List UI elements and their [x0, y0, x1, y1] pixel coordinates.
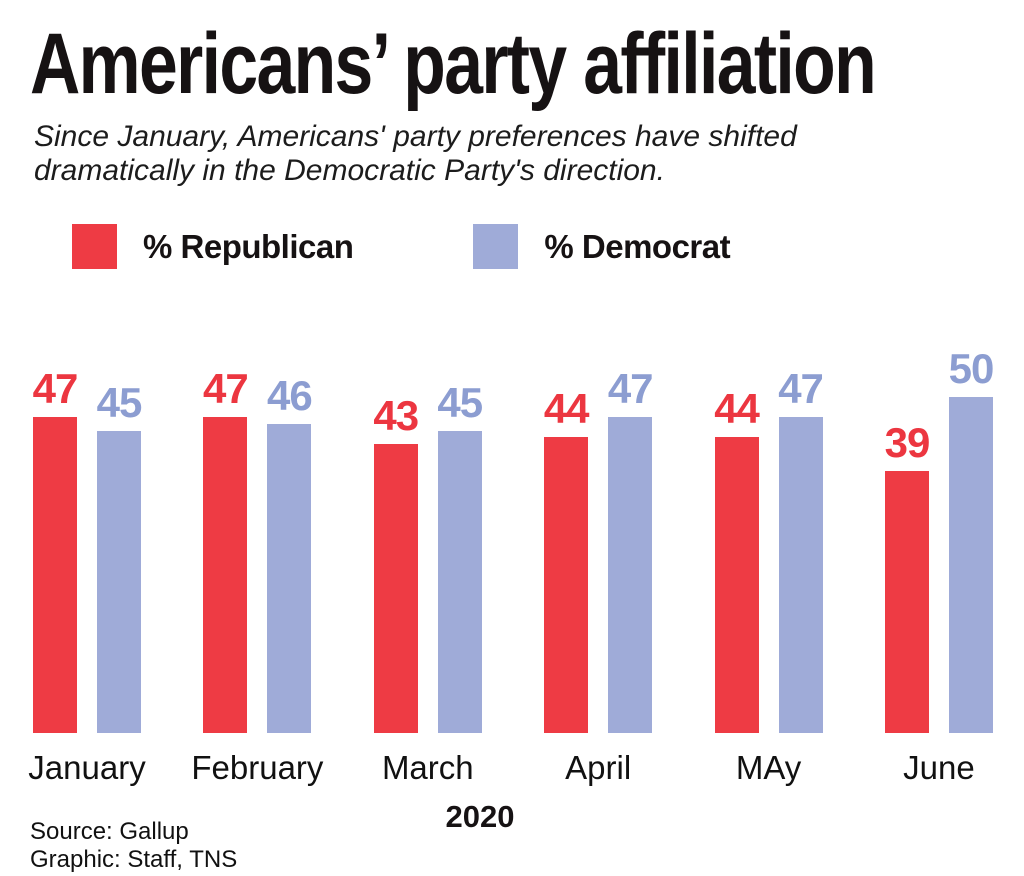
value-label-republican-february: 47: [203, 365, 249, 413]
bar-group-june: 39 50: [884, 345, 995, 734]
bar-column-democrat-march: 45: [437, 379, 483, 734]
x-tick-cell-february: February: [191, 749, 323, 787]
x-tick-january: January: [28, 749, 146, 787]
x-tick-march: March: [381, 749, 474, 787]
bar-column-democrat-june: 50: [948, 345, 995, 734]
chart-subtitle-line-2: dramatically in the Democratic Party's d…: [34, 153, 665, 187]
value-label-republican-may: 44: [714, 385, 760, 433]
bar-column-democrat-april: 47: [607, 365, 654, 734]
source-credit-block: Source: Gallup Graphic: Staff, TNS: [30, 818, 237, 874]
bar-republican-april: [544, 437, 589, 734]
value-label-republican-march: 43: [373, 392, 419, 440]
value-label-democrat-june: 50: [948, 345, 995, 393]
bar-group-february: 47 46: [203, 365, 313, 734]
bar-column-democrat-february: 46: [267, 372, 313, 734]
value-label-republican-april: 44: [543, 385, 590, 433]
legend: % Republican % Democrat: [72, 224, 994, 270]
bar-republican-may: [714, 437, 759, 734]
x-tick-cell-april: April: [544, 749, 652, 787]
chart-footer: 2020 Source: Gallup Graphic: Staff, TNS: [30, 799, 994, 876]
x-tick-cell-march: March: [374, 749, 482, 787]
bar-column-republican-june: 39: [884, 419, 931, 734]
legend-item-republican: % Republican: [72, 224, 354, 270]
x-axis-labels: January February March April MAy June: [28, 749, 993, 787]
source-line: Source: Gallup: [30, 818, 189, 846]
chart-subtitle-line-1: Since January, Americans' party preferen…: [34, 119, 797, 153]
legend-label-republican: % Republican: [143, 227, 354, 265]
legend-swatch-democrat: [473, 224, 519, 270]
bar-group-may: 44 47: [714, 365, 824, 734]
graphic-credit-line: Graphic: Staff, TNS: [30, 845, 238, 873]
bar-republican-march: [373, 444, 418, 734]
legend-item-democrat: % Democrat: [473, 224, 731, 270]
x-tick-may: MAy: [735, 749, 802, 787]
value-label-democrat-april: 47: [607, 365, 654, 413]
chart-subtitle: Since January, Americans' party preferen…: [34, 120, 994, 188]
value-label-democrat-march: 45: [437, 379, 483, 427]
bar-column-democrat-january: 45: [96, 379, 143, 734]
x-axis-year-label: 2020: [445, 799, 515, 835]
value-label-democrat-february: 46: [267, 372, 313, 420]
bar-column-republican-january: 47: [32, 365, 79, 734]
bar-democrat-april: [608, 417, 653, 734]
bar-republican-february: [203, 417, 248, 734]
bar-democrat-february: [267, 424, 312, 734]
x-tick-cell-may: MAy: [715, 749, 823, 787]
x-tick-june: June: [903, 749, 975, 787]
value-label-democrat-may: 47: [778, 365, 824, 413]
bar-democrat-january: [97, 431, 141, 734]
x-tick-cell-january: January: [28, 749, 145, 787]
bar-chart-plot: 47 45 47 46 43 45 44 47 44 47 39 50: [32, 341, 995, 734]
value-label-democrat-january: 45: [96, 379, 143, 427]
chart-title: Americans’ party affiliation: [30, 16, 877, 112]
x-tick-cell-june: June: [885, 749, 993, 787]
bar-column-democrat-may: 47: [778, 365, 824, 734]
bar-group-january: 47 45: [32, 365, 143, 734]
bar-democrat-march: [437, 431, 482, 734]
bar-column-republican-april: 44: [543, 385, 590, 734]
bar-column-republican-may: 44: [714, 385, 760, 734]
bar-democrat-june: [948, 397, 993, 734]
bar-republican-january: [33, 417, 77, 734]
value-label-republican-january: 47: [32, 365, 79, 413]
legend-swatch-republican: [72, 224, 117, 270]
value-label-republican-june: 39: [884, 419, 931, 467]
bar-democrat-may: [778, 417, 823, 734]
x-tick-april: April: [565, 749, 632, 787]
x-tick-february: February: [191, 749, 324, 787]
bar-column-republican-february: 47: [203, 365, 249, 734]
bar-republican-june: [884, 471, 929, 734]
bar-group-april: 44 47: [543, 365, 654, 734]
bar-group-march: 43 45: [373, 379, 483, 734]
bar-column-republican-march: 43: [373, 392, 419, 734]
legend-label-democrat: % Democrat: [544, 227, 731, 265]
